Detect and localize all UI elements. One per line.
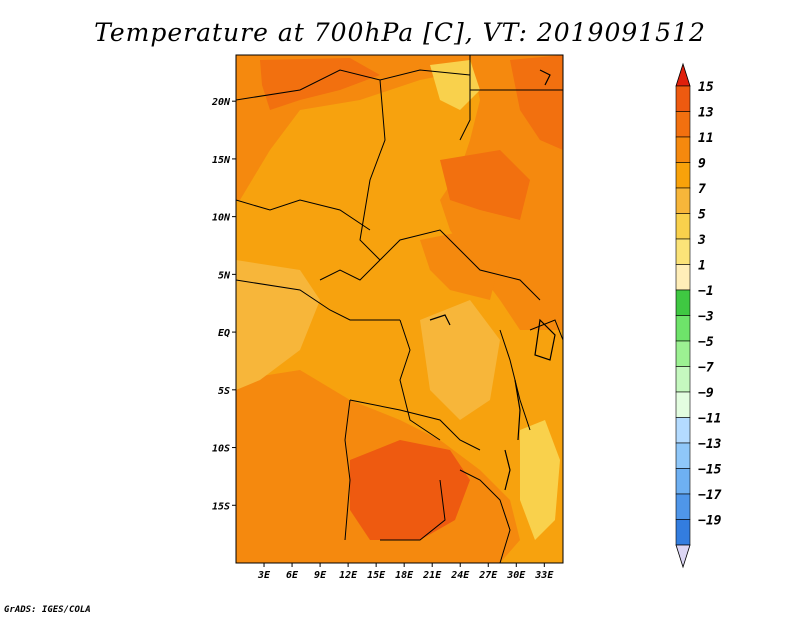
colorbar — [675, 62, 691, 569]
colorbar-label: 11 — [698, 131, 714, 146]
y-tick-label: 5S — [218, 386, 230, 397]
colorbar-label: −7 — [698, 361, 714, 376]
colorbar-segment — [675, 238, 691, 265]
y-tick-label: 15S — [212, 501, 230, 512]
x-tick-label: 9E — [314, 570, 327, 581]
colorbar-segment — [675, 136, 691, 163]
colorbar-label: −5 — [698, 335, 714, 350]
colorbar-label: 7 — [698, 182, 706, 197]
y-tick-label: EQ — [218, 328, 230, 339]
colorbar-label: −15 — [698, 463, 722, 478]
colorbar-label: 5 — [698, 208, 706, 223]
y-tick-label: 20N — [211, 97, 231, 108]
x-tick-label: 21E — [422, 570, 442, 581]
colorbar-segment — [675, 391, 691, 418]
colorbar-label: −9 — [698, 386, 714, 401]
colorbar-segment — [675, 289, 691, 316]
y-tick-label: 5N — [218, 270, 231, 281]
contour-7-east-highlands — [520, 420, 560, 540]
x-tick-label: 15E — [367, 570, 386, 581]
x-tick-label: 24E — [450, 570, 470, 581]
colorbar-segment — [675, 442, 691, 469]
colorbar-segment — [675, 162, 691, 189]
colorbar-bottom-arrow — [675, 544, 691, 569]
colorbar-segment — [675, 187, 691, 214]
colorbar-top-arrow — [675, 62, 691, 87]
colorbar-segment — [675, 468, 691, 495]
contour-9-lakes — [420, 300, 500, 420]
y-tick-label: 10S — [212, 444, 230, 455]
colorbar-segment — [675, 111, 691, 138]
y-tick-label: 15N — [212, 155, 231, 166]
colorbar-label: −19 — [698, 514, 722, 529]
contour-13-redsea — [510, 55, 563, 150]
colorbar-label: −17 — [698, 488, 722, 503]
x-axis: 3E 6E 9E 12E 15E 18E 21E 24E 27E 30E 33E — [257, 563, 554, 581]
contour-13-libya — [260, 58, 380, 110]
temperature-map — [236, 55, 563, 563]
colorbar-label: 1 — [698, 259, 706, 274]
colorbar-segment — [675, 264, 691, 291]
contour-13-angola — [350, 440, 470, 540]
x-tick-label: 12E — [339, 570, 358, 581]
x-tick-label: 33E — [534, 570, 554, 581]
colorbar-label: −11 — [698, 412, 721, 427]
country-borders — [236, 55, 563, 563]
y-tick-label: 10N — [212, 213, 231, 224]
colorbar-segment — [675, 213, 691, 240]
colorbar-segment — [675, 85, 691, 112]
colorbar-label: 13 — [698, 106, 714, 121]
colorbar-segment — [675, 417, 691, 444]
colorbar-label: 9 — [698, 157, 706, 172]
contour-13-sudan — [440, 150, 530, 220]
colorbar-label: −3 — [698, 310, 714, 325]
colorbar-segment — [675, 366, 691, 393]
map-frame — [235, 54, 564, 564]
colorbar-segment — [675, 493, 691, 520]
x-tick-label: 18E — [395, 570, 414, 581]
x-tick-label: 6E — [286, 570, 299, 581]
contour-11-central — [420, 230, 500, 300]
colorbar-label: 15 — [698, 80, 714, 95]
x-tick-label: 30E — [506, 570, 526, 581]
colorbar-segment — [675, 340, 691, 367]
chart-title: Temperature at 700hPa [C], VT: 201909151… — [94, 18, 706, 47]
colorbar-label: −13 — [698, 437, 722, 452]
contour-9-west-coast — [236, 260, 320, 390]
grads-credit: GrADS: IGES/COLA — [4, 605, 91, 615]
colorbar-label: −1 — [698, 284, 714, 299]
colorbar-labels: 15 13 11 9 7 5 3 1 −1 −3 −5 −7 −9 −11 −13 −15 −17 −19 — [697, 80, 722, 529]
lakes-and-coast — [429, 69, 556, 491]
x-tick-label: 3E — [257, 570, 271, 581]
colorbar-segment — [675, 519, 691, 546]
y-axis: 20N 15N 10N 5N EQ 5S 10S 15S — [211, 97, 236, 512]
colorbar-segment — [675, 315, 691, 342]
x-tick-label: 27E — [478, 570, 498, 581]
colorbar-label: 3 — [697, 233, 706, 248]
